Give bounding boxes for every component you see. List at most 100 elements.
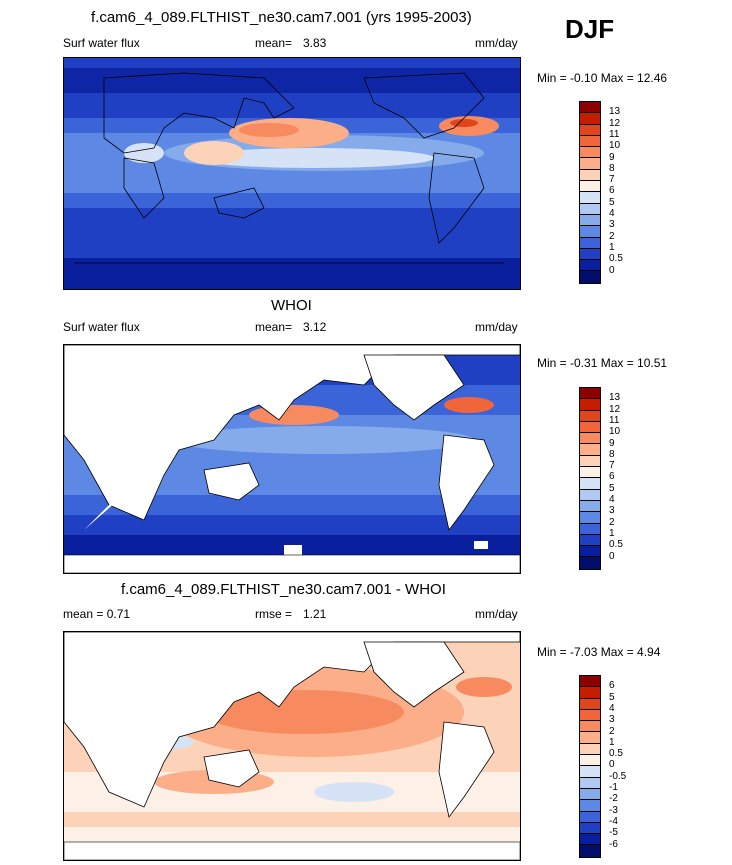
- colorbar-tick-label: 9: [609, 437, 615, 449]
- panel-2-colorbar: [579, 387, 601, 570]
- colorbar-swatch: [580, 410, 600, 422]
- colorbar-swatch: [580, 214, 600, 227]
- colorbar-tick-label: 3: [609, 505, 615, 517]
- colorbar-tick-label: 2: [609, 230, 615, 242]
- colorbar-tick-label: -0.5: [609, 770, 627, 782]
- colorbar-tick-label: 9: [609, 151, 615, 163]
- colorbar-swatch: [580, 260, 600, 272]
- colorbar-tick-label: 12: [609, 403, 621, 415]
- colorbar-tick-label: 5: [609, 482, 615, 494]
- colorbar-swatch: [580, 478, 600, 490]
- panel-2-mean-label: mean=: [255, 320, 293, 334]
- panel-1-variable-label: Surf water flux: [63, 36, 140, 50]
- colorbar-tick-label: 3: [609, 714, 615, 726]
- panel-3-mean: mean = 0.71: [63, 607, 131, 621]
- colorbar-swatch: [580, 388, 600, 400]
- panel-1-title: f.cam6_4_089.FLTHIST_ne30.cam7.001 (yrs …: [91, 9, 472, 26]
- colorbar-tick-label: 13: [609, 392, 621, 404]
- colorbar-tick-label: -4: [609, 815, 618, 827]
- colorbar-swatch: [580, 237, 600, 249]
- colorbar-tick-label: 0: [609, 264, 615, 276]
- colorbar-swatch: [580, 158, 600, 170]
- colorbar-tick-label: 7: [609, 460, 615, 472]
- panel-1-map: [63, 57, 521, 290]
- panel-3-title: f.cam6_4_089.FLTHIST_ne30.cam7.001 - WHO…: [121, 581, 446, 598]
- colorbar-swatch: [580, 147, 600, 159]
- colorbar-tick-label: 1: [609, 736, 615, 748]
- panel-3-units: mm/day: [475, 607, 518, 621]
- colorbar-swatch: [580, 226, 600, 238]
- colorbar-swatch: [580, 248, 600, 261]
- colorbar-tick-label: 11: [609, 414, 620, 426]
- colorbar-tick-label: 1: [609, 241, 615, 253]
- colorbar-tick-label: 6: [609, 471, 615, 483]
- colorbar-tick-label: 0.5: [609, 748, 623, 760]
- colorbar-swatch: [580, 822, 600, 835]
- panel-3-minmax: Min = -7.03 Max = 4.94: [537, 645, 661, 659]
- colorbar-tick-label: 5: [609, 196, 615, 208]
- colorbar-swatch: [580, 755, 600, 767]
- colorbar-tick-label: 10: [609, 426, 621, 438]
- colorbar-swatch: [580, 500, 600, 513]
- panel-2-units: mm/day: [475, 320, 518, 334]
- colorbar-tick-label: 3: [609, 219, 615, 231]
- panel-1-mean-value: 3.83: [303, 36, 327, 50]
- colorbar-tick-label: -3: [609, 804, 618, 816]
- colorbar-tick-label: 10: [609, 140, 621, 152]
- colorbar-swatch: [580, 399, 600, 411]
- colorbar-tick-label: 7: [609, 174, 615, 186]
- colorbar-swatch: [580, 687, 600, 699]
- panel-1-mean-label: mean=: [255, 36, 293, 50]
- colorbar-swatch: [580, 811, 600, 823]
- colorbar-tick-label: 8: [609, 448, 615, 460]
- colorbar-swatch: [580, 192, 600, 204]
- colorbar-swatch: [580, 546, 600, 558]
- colorbar-swatch: [580, 698, 600, 710]
- panel-1-units: mm/day: [475, 36, 518, 50]
- colorbar-tick-label: -5: [609, 827, 618, 839]
- colorbar-swatch: [580, 444, 600, 456]
- colorbar-swatch: [580, 676, 600, 688]
- colorbar-swatch: [580, 181, 600, 193]
- colorbar-swatch: [580, 534, 600, 547]
- panel-2-mean-value: 3.12: [303, 320, 327, 334]
- colorbar-swatch: [580, 421, 600, 434]
- colorbar-swatch: [580, 732, 600, 744]
- panel-2-variable-label: Surf water flux: [63, 320, 140, 334]
- colorbar-swatch: [580, 135, 600, 148]
- colorbar-swatch: [580, 788, 600, 801]
- colorbar-swatch: [580, 467, 600, 479]
- colorbar-swatch: [580, 433, 600, 445]
- colorbar-tick-label: 1: [609, 527, 615, 539]
- colorbar-swatch: [580, 512, 600, 524]
- colorbar-tick-label: 4: [609, 208, 615, 219]
- colorbar-tick-label: -6: [609, 838, 618, 850]
- colorbar-tick-label: 0.5: [609, 253, 623, 265]
- colorbar-tick-label: -2: [609, 793, 618, 805]
- colorbar-swatch: [580, 102, 600, 114]
- colorbar-tick-label: 0: [609, 550, 615, 562]
- colorbar-tick-label: 12: [609, 117, 621, 129]
- colorbar-swatch: [580, 489, 600, 501]
- colorbar-swatch: [580, 709, 600, 722]
- panel-2-map: [63, 344, 521, 574]
- colorbar-tick-label: 11: [609, 128, 620, 140]
- colorbar-swatch: [580, 271, 600, 283]
- panel-2-minmax: Min = -0.31 Max = 10.51: [537, 356, 668, 370]
- colorbar-tick-label: 6: [609, 185, 615, 197]
- colorbar-swatch: [580, 743, 600, 756]
- colorbar-tick-label: 4: [609, 702, 615, 714]
- colorbar-tick-label: 5: [609, 691, 615, 703]
- colorbar-tick-label: 0.5: [609, 539, 623, 551]
- colorbar-tick-label: -1: [609, 782, 618, 793]
- colorbar-swatch: [580, 834, 600, 846]
- colorbar-swatch: [580, 777, 600, 789]
- colorbar-swatch: [580, 800, 600, 812]
- panel-3-rmse-label: rmse =: [255, 607, 293, 621]
- colorbar-swatch: [580, 169, 600, 182]
- panel-3-colorbar: [579, 675, 601, 858]
- colorbar-swatch: [580, 455, 600, 468]
- panel-1-minmax: Min = -0.10 Max = 12.46: [537, 71, 668, 85]
- colorbar-tick-label: 4: [609, 494, 615, 505]
- colorbar-swatch: [580, 113, 600, 125]
